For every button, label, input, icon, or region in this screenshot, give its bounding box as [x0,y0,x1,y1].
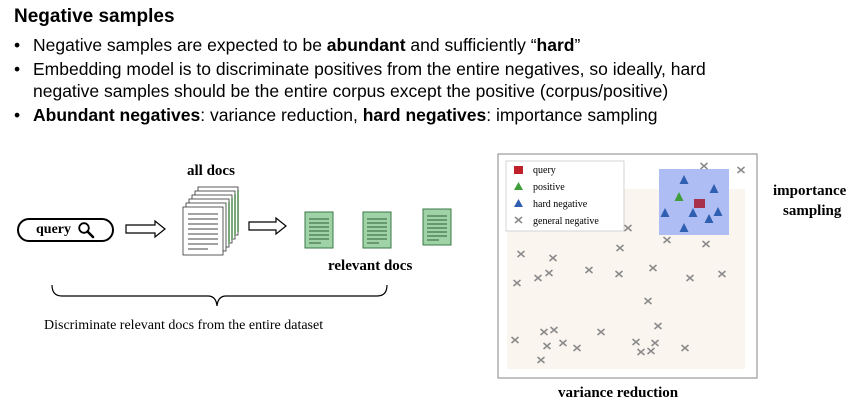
query-box: query [17,218,114,242]
legend-box [505,160,625,232]
general-negative-marker [624,224,632,232]
hard-negative-marker [679,223,689,232]
general-negative-marker [644,297,652,305]
general-negative-marker [537,356,545,364]
magnifier-icon [78,222,95,239]
all-docs-stack-icon [182,186,239,256]
general-negative-marker [517,250,525,258]
legend: query positive hard negative general neg… [505,160,625,232]
legend-label-query: query [533,165,556,176]
general-negative-marker [534,274,542,282]
legend-general-negative-marker [514,216,523,224]
positive-marker [674,192,684,201]
bullet-item-abundant-hard: • Negative samples are expected to be ab… [14,35,581,55]
slide-title: Negative samples [14,6,175,27]
legend-label-general-negative: general negative [533,216,599,227]
bullet-dot: • [14,59,21,79]
legend-label-positive: positive [533,182,565,193]
general-negative-marker [702,240,710,248]
general-negative-marker [637,348,645,356]
general-negative-marker [573,344,581,352]
scatter-points [511,162,745,364]
bullet-item-abundant-negatives: • Abundant negatives: variance reduction… [14,105,658,125]
general-negative-marker [649,264,657,272]
general-negative-marker [513,279,521,287]
legend-hard-negative-marker [514,199,523,207]
general-negative-marker [651,339,659,347]
general-negative-marker [686,274,694,282]
general-negative-marker [550,326,558,334]
hard-negative-marker [709,184,719,193]
brace-caption: Discriminate relevant docs from the enti… [44,318,324,333]
general-negative-marker [718,270,726,278]
legend-label-hard-negative: hard negative [533,199,588,210]
bullet-list: • Negative samples are expected to be ab… [14,34,854,128]
variance-reduction-label: variance reduction [558,385,679,401]
relevant-doc-icon [422,208,452,246]
hard-negative-marker [679,175,689,184]
general-negative-marker [654,322,662,330]
all-docs-label: all docs [187,163,235,179]
general-negative-marker [549,254,557,262]
general-negative-marker [585,266,593,274]
legend-query-marker [514,166,523,174]
query-marker [694,199,705,208]
hard-negative-marker [688,208,698,217]
general-negative-marker [663,236,671,244]
bullet-dot: • [14,105,21,125]
general-negative-marker [681,344,689,352]
relevant-doc-icon [362,211,392,249]
bullet-item-embedding-model: • Embedding model is to discriminate pos… [14,59,706,101]
arrow-query-to-docs [125,219,166,239]
hard-negative-marker [660,208,670,217]
general-negative-marker [632,338,640,346]
general-negative-marker [647,347,655,355]
importance-label-line2: sampling [783,203,842,219]
general-negative-marker [543,342,551,350]
general-negative-marker [545,269,553,277]
relevant-docs-label: relevant docs [328,258,413,274]
general-negative-marker [559,339,567,347]
curly-brace [51,284,388,307]
general-negative-marker [540,328,548,336]
importance-label-line1: importance [773,183,847,199]
general-negative-marker [597,328,605,336]
general-negative-marker [700,162,708,170]
hard-negative-marker [704,214,714,223]
general-negative-marker [615,270,623,278]
query-label: query [36,222,71,237]
general-negative-marker [616,244,624,252]
relevant-doc-icon [304,211,334,249]
bullet-dot: • [14,35,21,55]
legend-positive-marker [514,182,523,190]
general-negative-marker [511,336,519,344]
general-negative-marker [737,166,745,174]
arrow-docs-to-relevant [248,216,287,236]
hard-negative-marker [713,207,723,216]
